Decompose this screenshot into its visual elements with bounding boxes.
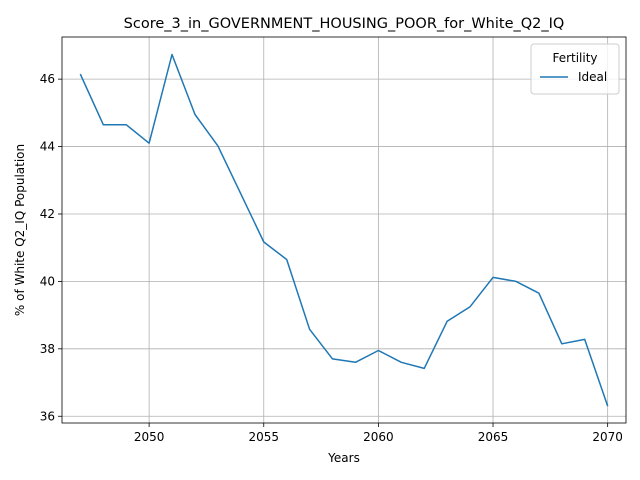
x-tick-label: 2050 xyxy=(134,430,165,444)
y-tick-label: 46 xyxy=(40,72,55,86)
y-tick-label: 38 xyxy=(40,342,55,356)
y-axis-label: % of White Q2_IQ Population xyxy=(13,144,27,316)
series-line-ideal xyxy=(79,53,609,407)
legend-title: Fertility xyxy=(552,51,597,65)
y-tick-label: 36 xyxy=(40,409,55,423)
y-axis: 36 38 40 42 44 46 xyxy=(40,72,62,423)
chart-title: Score_3_in_GOVERNMENT_HOUSING_POOR_for_W… xyxy=(124,16,565,32)
x-tick-label: 2060 xyxy=(363,430,394,444)
series-layer xyxy=(79,53,609,407)
y-tick-label: 44 xyxy=(40,140,55,154)
x-tick-label: 2055 xyxy=(248,430,279,444)
x-tick-label: 2065 xyxy=(478,430,509,444)
legend-box xyxy=(530,43,620,95)
y-tick-label: 42 xyxy=(40,207,55,221)
x-axis: 2050 2055 2060 2065 2070 xyxy=(134,423,623,444)
x-axis-label: Years xyxy=(327,451,360,465)
legend-label-ideal: Ideal xyxy=(578,70,607,84)
legend: Fertility Ideal xyxy=(530,43,620,95)
plot-frame xyxy=(61,36,627,424)
x-tick-label: 2070 xyxy=(592,430,623,444)
y-tick-label: 40 xyxy=(40,274,55,288)
